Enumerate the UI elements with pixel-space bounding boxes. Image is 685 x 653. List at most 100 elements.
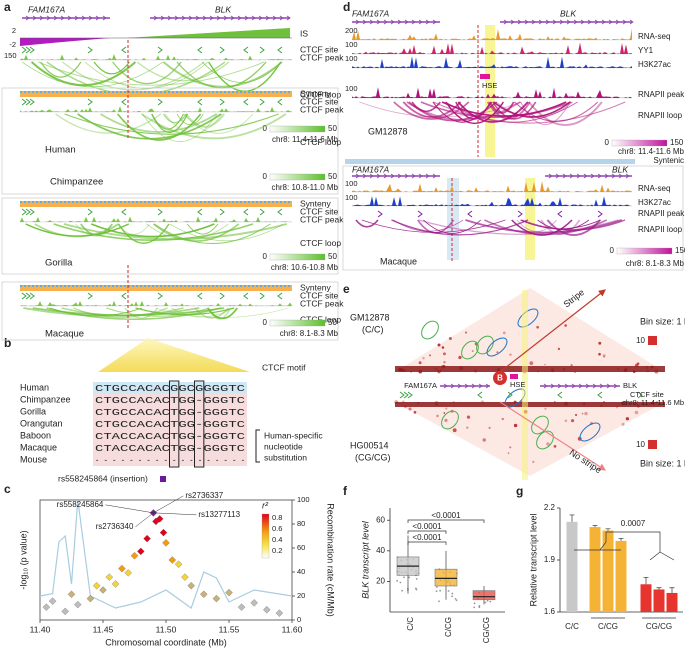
loop-arc [186,223,219,235]
insertion-mark [160,476,166,482]
p-value: <0.0001 [431,511,461,520]
synteny-tick [20,285,22,287]
gene-arrow [216,15,221,21]
jitter [438,600,440,603]
hic-contact [445,407,448,410]
sequence: CTACCACACTGG-GGGTC [95,443,245,454]
synteny-tick [20,91,22,93]
snp-point [111,580,120,588]
note: Human-specific [264,430,323,440]
panel-letter: a [4,0,11,14]
synteny-tick [60,285,62,287]
synteny-tick [284,201,286,203]
ctcf-site [157,208,163,216]
gene-arrow [578,383,583,389]
ctcf-site [277,292,283,300]
legend-label: 0 [263,318,268,327]
snp-point [130,552,139,560]
gene-arrow [548,173,553,179]
hic-contact [581,412,584,415]
synteny-tick [140,201,142,203]
synteny-tick [288,201,290,203]
label: 150 [4,51,17,60]
loop-arc [516,219,557,232]
hic-contact [422,356,425,360]
gene-arrow [432,19,437,25]
gene-arrow [230,15,235,21]
synteny-tick [104,201,106,203]
loop-arc [162,113,187,124]
ctcf-site [25,292,31,300]
synteny-tick [252,201,254,203]
track-label: Syntenic [653,156,684,165]
track-label: CTCF loop [300,238,341,248]
synteny-tick [156,285,158,287]
legend-label: 0.2 [272,546,282,555]
snp-point [162,539,170,547]
jitter [435,590,438,593]
p-value: <0.0001 [412,533,442,542]
jitter [473,606,476,609]
synteny-tick [280,285,282,287]
legend-label: 0.4 [272,535,282,544]
synteny-tick [188,285,190,287]
region-label: chr8: 11.4-11.6 Mb [622,398,684,407]
synteny-tick [120,201,122,203]
legend-label: 0.6 [272,524,282,533]
synteny-tick [152,201,154,203]
synteny-tick [272,91,274,93]
synteny-tick [224,91,226,93]
y-tick-label: 60 [376,515,385,524]
hic-contact [458,355,462,360]
loop-arc [393,101,470,120]
ctcf-site [219,46,225,54]
error-bar [605,528,611,531]
synteny-tick [240,285,242,287]
gene-arrow [272,15,277,21]
synteny-tick [168,201,170,203]
synteny-tick [212,285,214,287]
gene-arrow [369,173,374,179]
hic-map [395,288,665,372]
hic-contact [603,355,605,358]
synteny-tick [124,91,126,93]
species-name: Orangutan [20,418,63,428]
ctcf-site [219,292,225,300]
synteny-tick [168,285,170,287]
synteny-tick [200,285,202,287]
gene-arrow [25,15,30,21]
signal-track [20,300,292,306]
ctcf-site [477,391,483,399]
synteny-tick [180,285,182,287]
synteny-tick [100,285,102,287]
error-bar [669,587,675,593]
loop-arc [100,113,218,133]
legend-label: 50 [328,252,337,261]
hic-contact [443,412,446,414]
synteny-tick [104,91,106,93]
jitter [451,592,454,595]
loop-arc [30,61,137,87]
loop-arc [391,219,529,236]
ctcf-site [197,292,203,300]
signal-track [20,216,292,222]
synteny-tick [72,201,74,203]
bar [589,527,601,612]
error-bar [656,587,662,590]
synteny-tick [228,201,230,203]
x-tick-label: CG/CG [482,617,491,643]
syntenic-highlight [447,178,459,260]
synteny-tick [216,91,218,93]
region-label: chr8: 8.1-8.3 Mb [626,259,685,268]
loop-arc [355,219,379,228]
hic-contact [598,341,602,345]
loop-arc [105,307,209,317]
synteny-tick [228,285,230,287]
gene-arrow [583,173,588,179]
gene-arrow [611,173,616,179]
track-max: 100 [345,179,358,188]
ctcf-site [243,292,249,300]
gene-arrow [81,15,86,21]
synteny-tick [140,91,142,93]
gene-arrow [590,173,595,179]
